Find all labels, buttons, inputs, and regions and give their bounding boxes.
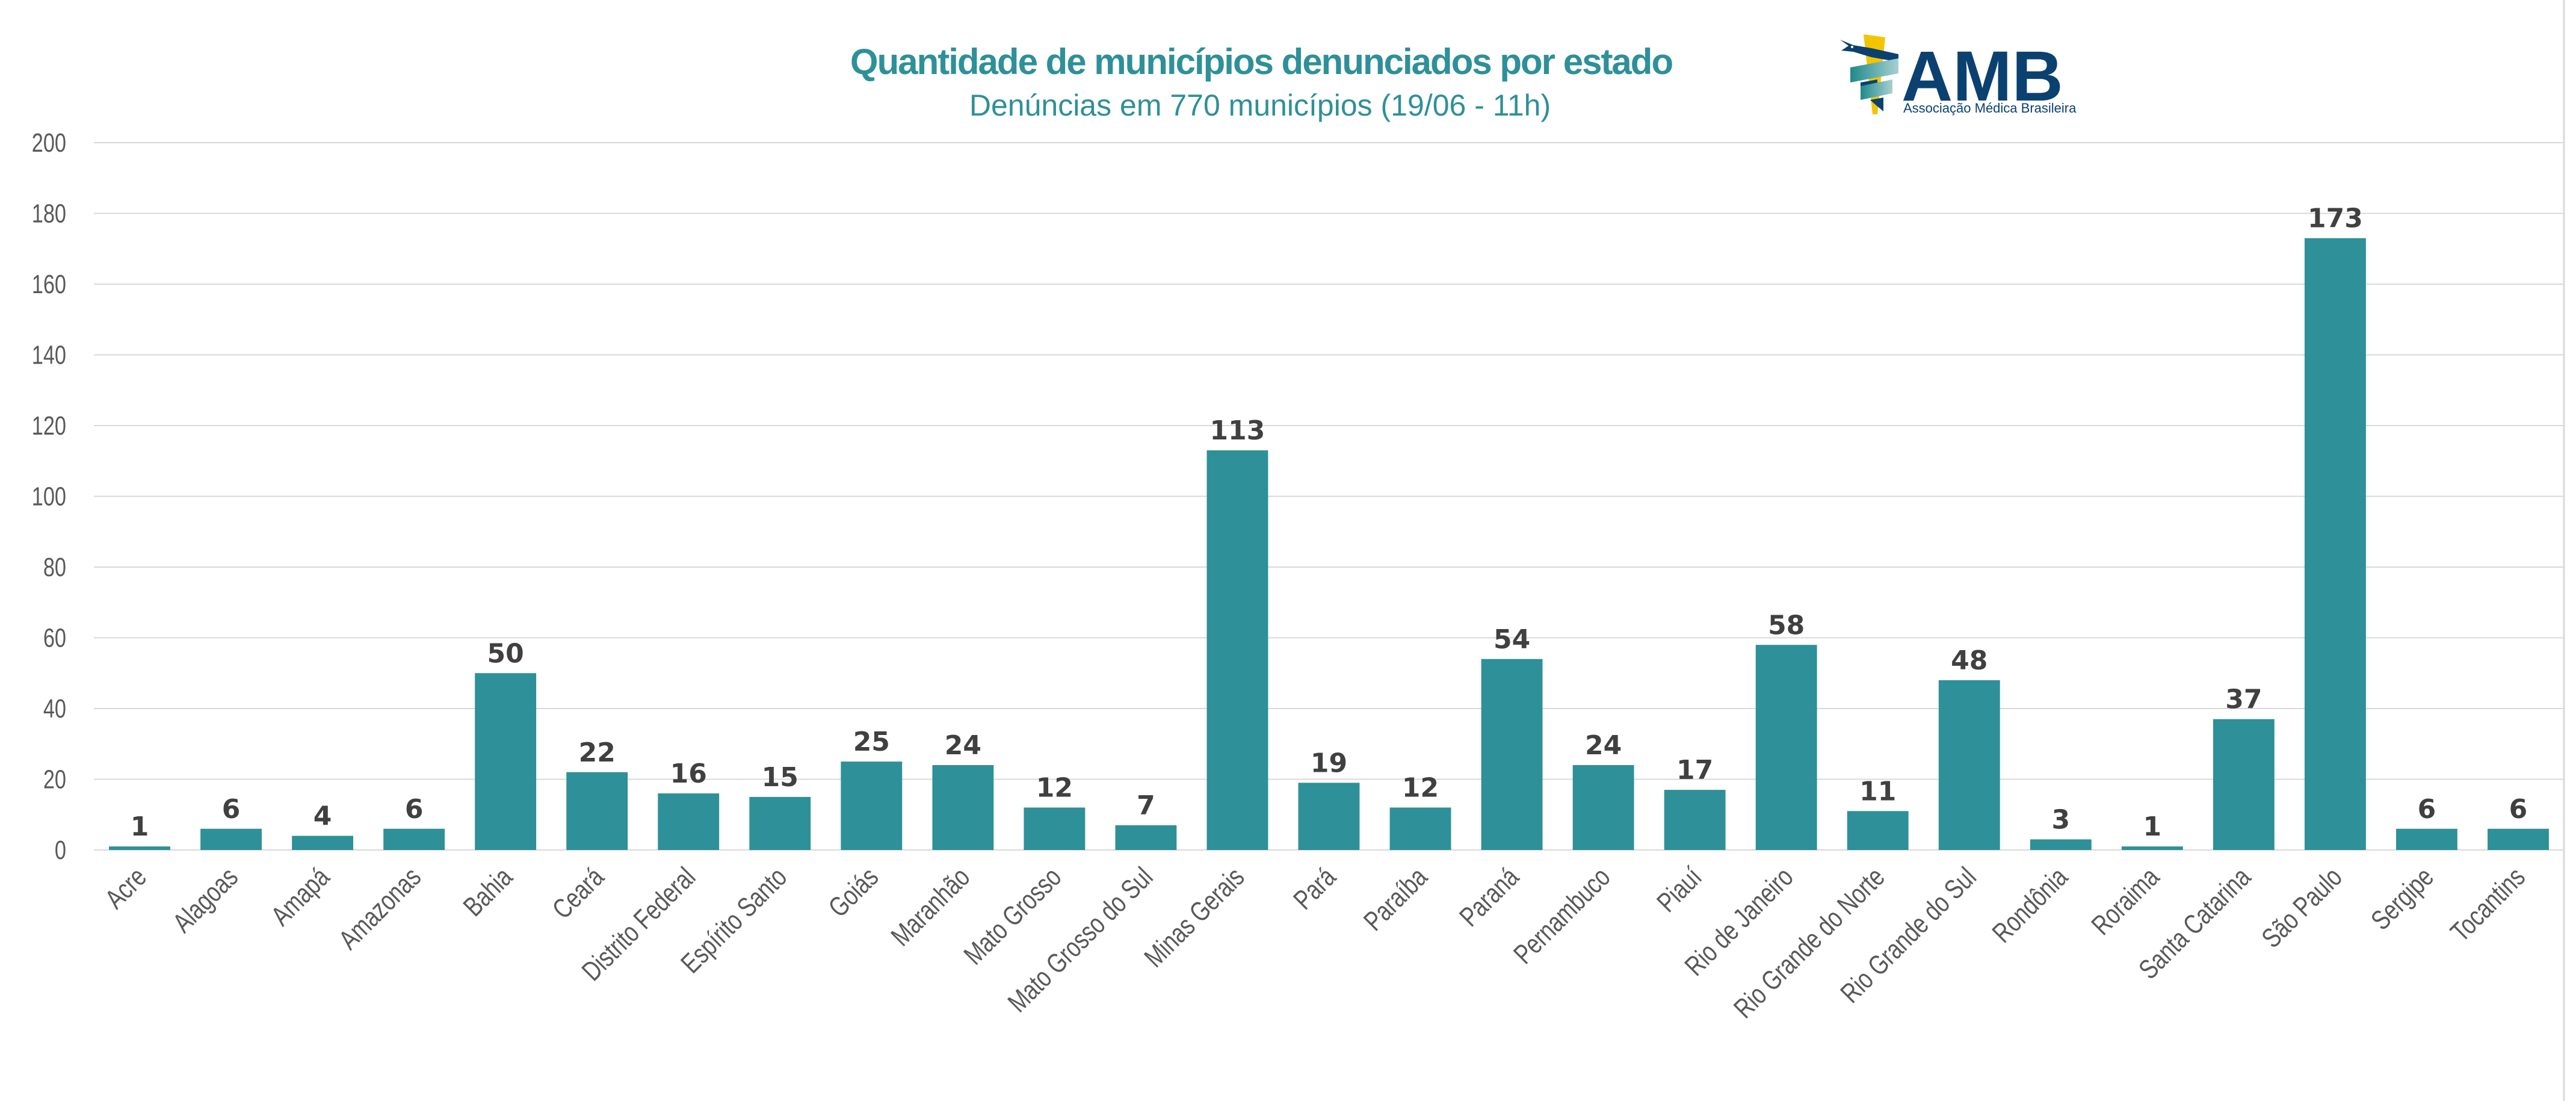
data-label: 17 [1676,755,1713,786]
y-tick-label: 140 [32,340,66,370]
y-tick-label: 40 [43,694,66,724]
x-tick-label: Paraíba [1358,861,1433,937]
bar [1389,807,1451,850]
data-label: 19 [1311,748,1347,778]
x-tick-label: Sergipe [2365,861,2439,936]
data-label: 24 [1585,730,1622,761]
bar [2488,828,2549,850]
bar [475,673,537,850]
data-label: 16 [670,758,707,789]
x-tick-label: Bahia [457,861,518,922]
data-label: 15 [762,762,798,793]
data-label: 173 [2308,203,2363,234]
bar [2030,839,2092,850]
y-tick-label: 60 [43,623,66,653]
x-tick-label: Acre [99,861,152,914]
x-tick-label: Rondônia [1986,861,2074,949]
bars [109,238,2549,850]
bar [1664,790,1726,850]
bar [1206,450,1268,850]
chart-subtitle: Denúncias em 770 municípios (19/06 - 11h… [969,88,1551,122]
bar [2121,846,2183,850]
data-label: 50 [487,638,524,669]
bar [1024,807,1086,850]
bar [566,772,628,850]
x-tick-label: Amapá [265,861,336,932]
data-label: 48 [1951,645,1988,676]
x-tick-label: Roraima [2086,861,2165,941]
data-label: 6 [2418,794,2436,825]
y-tick-label: 80 [43,553,66,582]
x-tick-label: Alagoas [167,861,244,938]
data-label: 6 [405,794,424,825]
x-tick-label: Amazonas [333,861,427,955]
data-label: 1 [131,811,149,842]
x-tick-label: Minas Gerais [1138,861,1250,973]
data-label: 22 [579,737,616,768]
data-label: 11 [1859,776,1896,807]
bar [1847,811,1909,850]
bar [932,765,994,850]
data-label: 6 [2509,794,2528,825]
bar [749,796,811,850]
data-label: 37 [2225,684,2262,715]
bar [841,761,903,850]
y-axis: 0 20 40 60 80 100 120 140 160 180 200 [32,128,66,865]
bar [1755,645,1817,850]
y-tick-label: 20 [43,764,66,794]
bar [1481,659,1543,850]
chart-title: Quantidade de municípios denunciados por… [850,42,1673,82]
bar [2213,719,2275,850]
bar [658,793,720,850]
x-tick-label: São Paulo [2256,861,2348,954]
bar [2396,828,2457,850]
y-tick-label: 160 [32,270,66,299]
bar [2304,238,2366,850]
bar [383,828,445,850]
data-label: 25 [853,727,890,757]
y-tick-label: 200 [32,128,66,158]
data-label: 54 [1493,624,1530,655]
x-tick-label: Tocantins [2445,861,2531,947]
x-tick-label: Pará [1288,861,1342,916]
data-label: 4 [314,801,332,832]
bar [1938,680,2000,850]
x-tick-label: Paraná [1454,861,1525,932]
data-label: 1 [2143,811,2162,842]
bar [292,836,354,850]
logo-wordmark: AMB [1901,37,2063,116]
data-label: 12 [1402,773,1439,804]
x-tick-label: Piauí [1651,861,1708,918]
x-tick-label: Ceará [546,861,610,925]
data-label: 6 [222,794,241,825]
bar [1572,765,1634,850]
data-label: 24 [945,730,981,761]
bar [109,846,170,850]
gridlines [94,142,2564,851]
y-tick-label: 0 [55,836,66,865]
x-tick-label: Pernambuco [1508,861,1616,970]
amb-logo: AMB Associação Médica Brasileira [1840,34,2077,116]
data-label: 113 [1210,415,1265,446]
logo-tagline: Associação Médica Brasileira [1903,101,2077,116]
y-tick-label: 100 [32,482,66,511]
bar [1115,825,1177,850]
y-tick-label: 120 [32,411,66,441]
data-label: 7 [1137,790,1155,821]
bar [200,828,262,850]
data-label: 58 [1768,610,1805,640]
caduceus-icon [1840,34,1898,114]
bar [1298,783,1360,850]
data-label: 12 [1036,773,1073,804]
x-tick-label: Maranhão [885,861,976,952]
y-tick-label: 180 [32,199,66,228]
x-tick-label: Goiás [823,861,885,923]
data-label: 3 [2051,804,2070,835]
